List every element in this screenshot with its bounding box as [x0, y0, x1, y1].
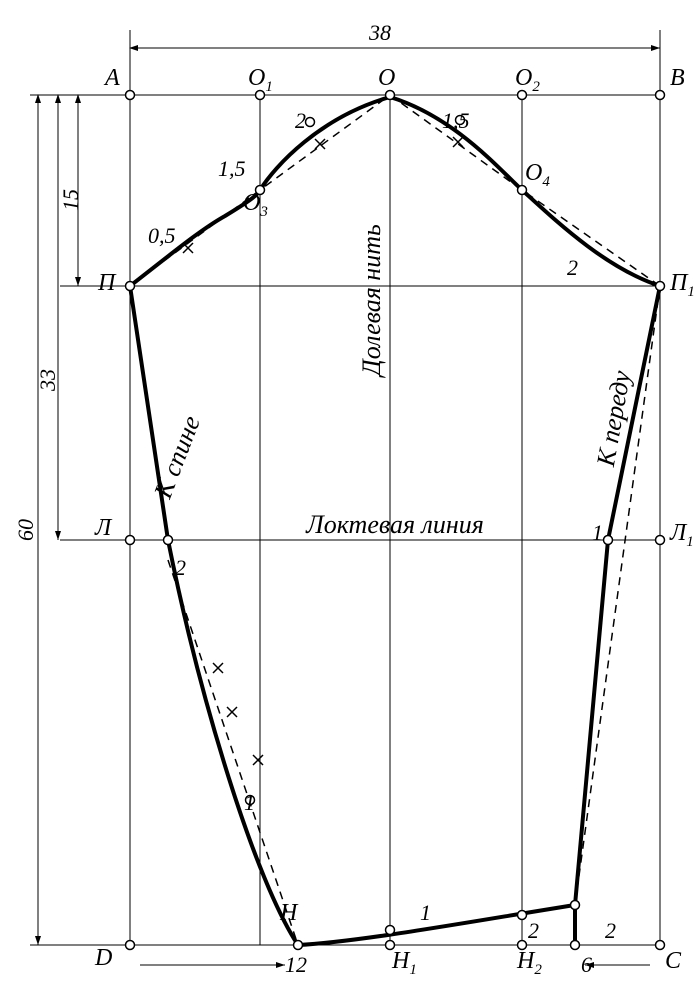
num-n1a: 1: [592, 520, 603, 545]
label-H2: Н2: [516, 948, 542, 978]
num-n6: 6: [581, 952, 592, 977]
label-P1: П1: [669, 270, 695, 300]
num-n2a: 2: [295, 108, 306, 133]
label-B: В: [670, 65, 685, 91]
num-n15b: 1,5: [218, 156, 246, 181]
num-n1b: 1: [244, 790, 255, 815]
label-L1: Л1: [669, 520, 694, 550]
label-P: П: [97, 270, 117, 296]
dim-60: 60: [13, 519, 38, 541]
dim-33: 33: [35, 369, 60, 392]
num-n2e: 2: [605, 918, 616, 943]
label-H1: Н1: [391, 948, 417, 978]
text-loktevaya: Локтевая линия: [305, 510, 484, 539]
label-O2: О2: [515, 65, 540, 95]
okat-curve: [130, 97, 660, 286]
label-L: Л: [94, 515, 113, 541]
label-O: О: [378, 65, 395, 91]
label-O1: О1: [248, 65, 273, 95]
label-A: А: [103, 65, 120, 91]
label-H: Н: [279, 900, 299, 926]
num-n15a: 1,5: [442, 108, 470, 133]
label-D: D: [94, 945, 112, 971]
num-n2b: 2: [567, 255, 578, 280]
num-n12: 12: [285, 952, 307, 977]
label-O4: О4: [525, 160, 550, 190]
cross-marks: [183, 137, 463, 765]
num-n2c: 2: [175, 555, 186, 580]
dash-seam-left: [168, 560, 298, 945]
label-C: С: [665, 948, 682, 974]
dim-38: 38: [368, 20, 391, 45]
label-O3: О3: [243, 190, 268, 220]
num-n05: 0,5: [148, 223, 176, 248]
num-n2d: 2: [528, 918, 539, 943]
text-kperedu: К переду: [591, 368, 637, 470]
dim-15: 15: [58, 189, 83, 211]
num-n1c: 1: [420, 900, 431, 925]
seam-left: [130, 286, 298, 945]
text-dolevaya: Долевая нить: [357, 224, 386, 379]
